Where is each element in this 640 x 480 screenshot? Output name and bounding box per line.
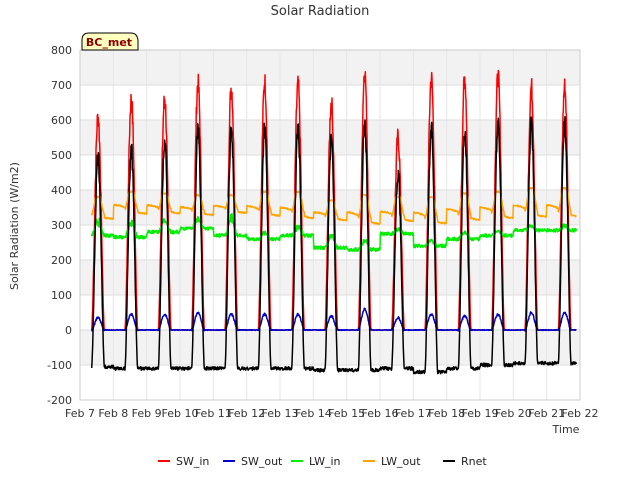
y-tick-label: -200: [47, 394, 72, 407]
plot-frame: [79, 49, 581, 401]
x-tick-label: Feb 14: [295, 407, 332, 420]
x-tick-label: Feb 15: [328, 407, 365, 420]
x-tick-label: Feb 12: [228, 407, 265, 420]
x-tick-label: Feb 11: [195, 407, 232, 420]
x-tick-label: Feb 20: [495, 407, 532, 420]
legend-label: LW_in: [309, 455, 341, 468]
series-line-rnet: [90, 116, 578, 375]
y-tick-label: 500: [51, 149, 72, 162]
svg-text:BC_met: BC_met: [86, 36, 132, 49]
x-tick-label: Feb 19: [462, 407, 499, 420]
x-axis-label: Time: [552, 423, 580, 436]
legend-label: Rnet: [461, 455, 487, 468]
grid-band: [80, 50, 580, 85]
x-tick-label: Feb 22: [562, 407, 599, 420]
y-tick-label: 300: [51, 219, 72, 232]
x-tick-label: Feb 13: [262, 407, 299, 420]
y-tick-label: 800: [51, 44, 72, 57]
y-tick-labels: -200 -100 0 100 200 300 400 500 600 700 800: [47, 44, 72, 407]
grid-band: [80, 330, 580, 365]
y-tick-label: 0: [65, 324, 72, 337]
x-tick-label: Feb 16: [362, 407, 399, 420]
y-tick-label: 100: [51, 289, 72, 302]
series-line-sw-out: [91, 307, 577, 332]
x-tick-label: Feb 10: [162, 407, 199, 420]
x-tick-label: Feb 18: [428, 407, 465, 420]
legend-label: LW_out: [381, 455, 421, 468]
x-tick-label: Feb 7: [65, 407, 95, 420]
y-tick-label: 600: [51, 114, 72, 127]
plot-bands: [80, 50, 580, 365]
legend-label: SW_in: [176, 455, 209, 468]
y-tick-label: 700: [51, 79, 72, 92]
legend-label: SW_out: [241, 455, 283, 468]
y-tick-label: 400: [51, 184, 72, 197]
x-tick-label: Feb 8: [98, 407, 128, 420]
x-tick-label: Feb 17: [395, 407, 432, 420]
x-tick-label: Feb 21: [528, 407, 565, 420]
grid-band: [80, 260, 580, 295]
chart-title: Solar Radiation: [271, 4, 370, 19]
x-tick-label: Feb 9: [132, 407, 162, 420]
station-badge: BC_met: [81, 32, 139, 51]
legend: SW_in SW_out LW_in LW_out Rnet: [158, 455, 487, 468]
y-axis-label: Solar Radiation (W/m2): [8, 162, 21, 290]
y-tick-label: -100: [47, 359, 72, 372]
series-lines: [90, 69, 578, 375]
y-tick-label: 200: [51, 254, 72, 267]
